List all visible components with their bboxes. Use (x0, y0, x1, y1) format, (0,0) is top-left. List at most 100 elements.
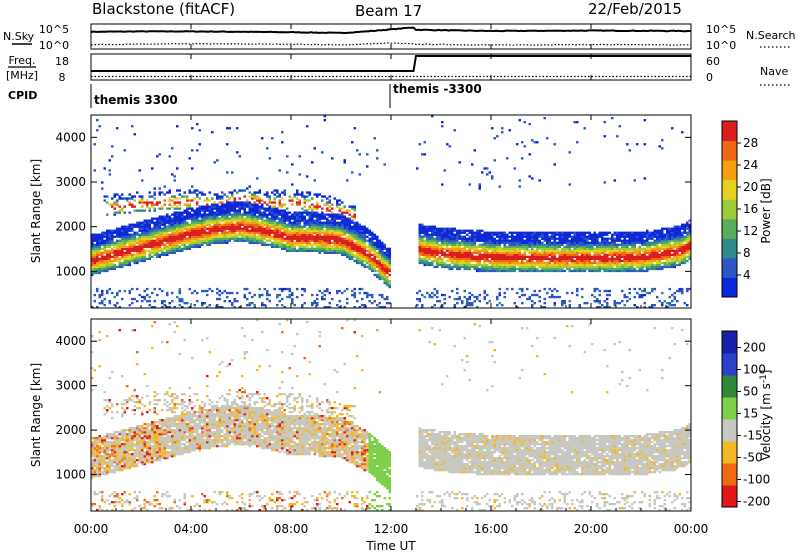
range-cell (643, 257, 646, 261)
range-cell (131, 247, 134, 251)
range-cell (486, 231, 489, 234)
range-cell (621, 233, 624, 236)
range-cell (296, 231, 299, 234)
range-cell (256, 205, 259, 208)
range-cell (296, 223, 299, 226)
range-cell (133, 231, 136, 234)
range-cell (461, 243, 464, 247)
range-cell (573, 249, 576, 253)
range-cell (276, 215, 279, 218)
range-cell (428, 263, 431, 267)
range-cell (176, 205, 179, 208)
range-cell (253, 231, 256, 234)
range-cell (493, 137, 496, 140)
range-cell (633, 231, 636, 234)
range-cell (146, 235, 149, 238)
range-cell (458, 245, 461, 249)
range-cell (383, 243, 386, 247)
range-cell (543, 255, 546, 259)
range-cell (463, 229, 466, 232)
range-cell (276, 239, 279, 242)
range-cell (296, 241, 299, 245)
range-cell (223, 231, 226, 234)
range-cell (461, 237, 464, 240)
range-cell (281, 197, 284, 200)
range-cell (213, 211, 216, 214)
range-cell (108, 249, 111, 253)
range-cell (211, 217, 214, 220)
range-cell (381, 241, 384, 245)
range-cell (651, 255, 654, 259)
range-cell (241, 201, 244, 204)
range-cell (616, 233, 619, 236)
range-cell (223, 217, 226, 220)
range-cell (541, 243, 544, 247)
range-cell (178, 189, 181, 192)
range-cell (503, 247, 506, 251)
range-cell (323, 215, 326, 218)
range-cell (181, 211, 184, 214)
range-cell (603, 253, 606, 257)
range-cell (511, 255, 514, 259)
range-cell (103, 263, 106, 267)
range-cell (566, 251, 569, 255)
range-cell (646, 259, 649, 263)
range-cell (591, 235, 594, 238)
range-cell (623, 263, 626, 267)
range-cell (158, 243, 161, 247)
range-cell (136, 231, 139, 234)
range-cell (321, 245, 324, 249)
range-cell (618, 239, 621, 242)
range-cell (101, 239, 104, 242)
range-cell (498, 261, 501, 265)
range-cell (456, 241, 459, 245)
range-cell (356, 231, 359, 234)
range-cell (503, 257, 506, 261)
range-cell (196, 219, 199, 222)
range-cell (571, 245, 574, 249)
range-cell (423, 153, 426, 156)
range-cell (196, 213, 199, 216)
range-cell (318, 237, 321, 240)
range-cell (596, 233, 599, 236)
range-cell (201, 233, 204, 236)
range-cell (476, 255, 479, 259)
range-cell (218, 235, 221, 238)
range-cell (546, 249, 549, 253)
range-cell (196, 239, 199, 242)
range-cell (323, 221, 326, 224)
range-cell (611, 239, 614, 242)
range-cell (488, 241, 491, 245)
range-cell (258, 199, 261, 202)
range-cell (226, 225, 229, 228)
range-cell (556, 251, 559, 255)
range-cell (581, 259, 584, 263)
range-cell (251, 239, 254, 242)
range-cell (98, 235, 101, 238)
range-cell (103, 235, 106, 238)
range-cell (168, 249, 171, 253)
range-cell (361, 245, 364, 249)
range-cell (113, 251, 116, 255)
range-cell (441, 306, 444, 309)
range-cell (163, 203, 166, 206)
range-cell (263, 211, 266, 214)
noise-right-tick-bottom: 10^0 (706, 39, 736, 52)
range-cell (183, 241, 186, 245)
range-cell (176, 245, 179, 249)
range-cell (586, 241, 589, 245)
range-cell (348, 219, 351, 222)
range-cell (298, 203, 301, 206)
range-cell (313, 205, 316, 208)
range-cell (521, 243, 524, 247)
range-cell (538, 247, 541, 251)
range-cell (311, 211, 314, 214)
range-cell (318, 229, 321, 232)
range-cell (506, 249, 509, 253)
range-cell (418, 227, 421, 230)
range-cell (561, 265, 564, 269)
range-cell (251, 207, 254, 210)
range-cell (586, 257, 589, 261)
range-cell (251, 217, 254, 220)
range-cell (178, 239, 181, 242)
